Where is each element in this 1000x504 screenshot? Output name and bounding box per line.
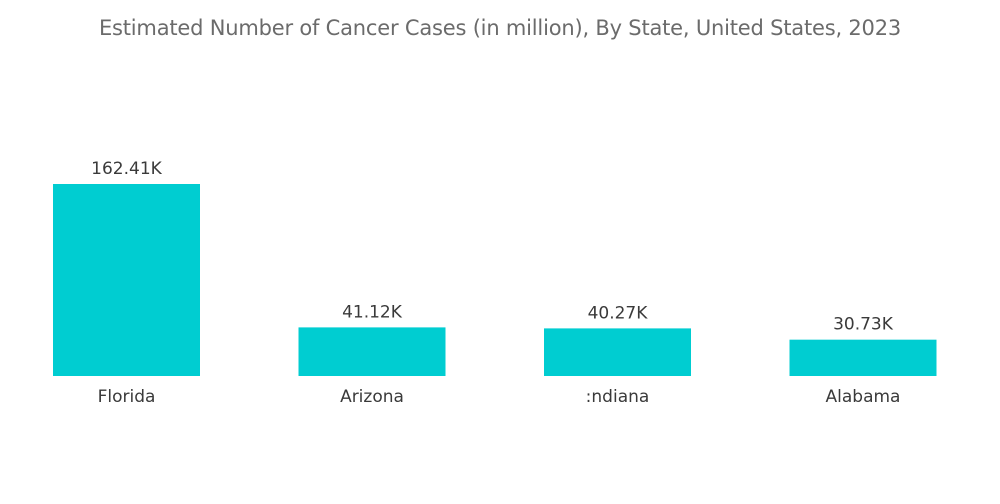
data-label-0: 162.41K <box>91 159 162 179</box>
category-label-1: Arizona <box>340 387 404 407</box>
category-label-3: Alabama <box>826 387 901 407</box>
bar-1 <box>298 327 446 376</box>
bar-3 <box>789 339 937 376</box>
bar-2 <box>544 328 691 376</box>
bar-0 <box>53 184 200 376</box>
data-label-3: 30.73K <box>833 315 894 335</box>
chart-title: Estimated Number of Cancer Cases (in mil… <box>98 16 902 40</box>
category-label-0: Florida <box>98 387 156 407</box>
category-label-2: :ndiana <box>586 387 650 407</box>
data-label-1: 41.12K <box>342 302 403 322</box>
data-label-2: 40.27K <box>588 303 649 323</box>
